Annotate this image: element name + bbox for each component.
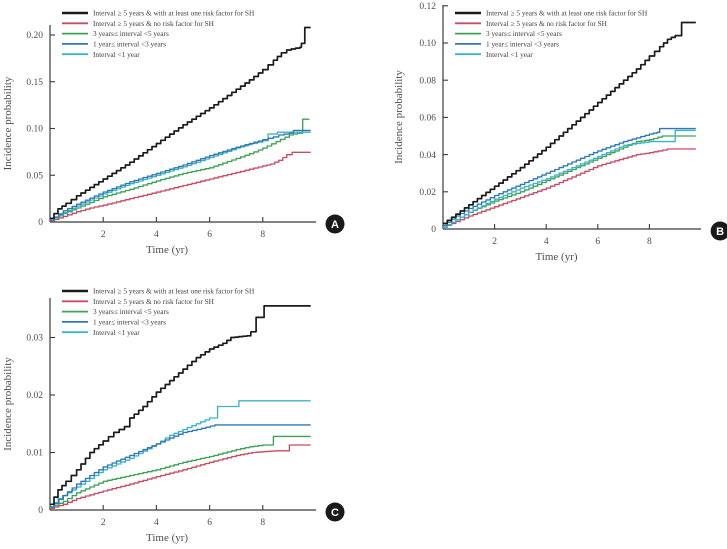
series-line-0 [50, 305, 311, 506]
legend-label-0: Interval ≥ 5 years & with at least one r… [93, 9, 255, 18]
series-line-2 [50, 118, 310, 221]
legend-label-0: Interval ≥ 5 years & with at least one r… [486, 9, 648, 18]
x-tick-label: 8 [260, 518, 265, 528]
panel-b-incidence-chart: 2 4 6 8 0 0.02 0.04 0.06 0.08 0.10 0.12 Time (yr) In… [393, 0, 727, 274]
panel-badge-label: C [331, 507, 339, 519]
chart-svg-c: 2 4 6 8 0 0.01 0.02 0.03 Time (yr) Incidence prob… [2, 287, 345, 544]
x-tick-label: 4 [154, 230, 159, 240]
panel-a-incidence-chart: 2 4 6 8 0 0.05 0.10 0.15 0.20 Time (yr) Incidence … [0, 0, 358, 274]
x-tick-label: 8 [647, 237, 652, 247]
legend-label-3: 1 year≤ interval <3 years [486, 40, 559, 49]
series-line-4 [50, 131, 311, 221]
series-line-1 [50, 444, 311, 509]
y-tick-label: 0 [38, 218, 43, 228]
series-line-3 [443, 127, 696, 226]
x-tick-label: 2 [492, 237, 497, 247]
legend: Interval ≥ 5 years & with at least one r… [62, 9, 255, 59]
legend-label-2: 3 years≤ interval <5 years [486, 29, 562, 38]
series-line-1 [50, 151, 311, 222]
x-axis-label: Time (yr) [146, 244, 188, 256]
y-axis-label: Incidence probability [2, 76, 14, 170]
panel-badge-circle [710, 221, 727, 241]
panel-c-incidence-chart: 2 4 6 8 0 0.01 0.02 0.03 Time (yr) Incidence prob… [0, 278, 358, 549]
y-tick-label: 0.15 [26, 78, 43, 88]
legend: Interval ≥ 5 years & with at least one r… [455, 9, 648, 59]
x-tick-label: 8 [260, 230, 265, 240]
panel-badge-circle [325, 502, 345, 522]
legend-label-1: Interval ≥ 5 years & no risk factor for … [486, 19, 608, 28]
series-line-0 [443, 21, 696, 225]
y-tick-label: 0.20 [26, 31, 43, 41]
legend-label-1: Interval ≥ 5 years & no risk factor for … [93, 19, 215, 28]
x-axis-label: Time (yr) [146, 532, 188, 544]
y-tick-label: 0.04 [419, 151, 436, 161]
panel-badge-circle [325, 214, 345, 234]
series-line-0 [50, 26, 311, 220]
x-tick-label: 2 [101, 518, 106, 528]
y-tick-label: 0.06 [419, 114, 436, 124]
x-tick-label: 4 [544, 237, 549, 247]
legend-label-0: Interval ≥ 5 years & with at least one r… [93, 287, 255, 296]
y-tick-label: 0.08 [419, 76, 436, 86]
x-tick-label: 6 [595, 237, 600, 247]
series-line-3 [50, 424, 311, 508]
panel-badge-label: B [716, 226, 724, 238]
legend-label-2: 3 years≤ interval <5 years [93, 29, 169, 38]
legend-label-3: 1 year≤ interval <3 years [93, 318, 166, 327]
y-tick-label: 0.02 [419, 188, 436, 198]
x-tick-label: 6 [207, 518, 212, 528]
y-tick-label: 0.10 [26, 125, 43, 135]
y-tick-label: 0 [431, 225, 436, 235]
series-line-3 [50, 129, 311, 221]
series-line-4 [443, 129, 696, 228]
series-line-1 [443, 148, 696, 228]
legend: Interval ≥ 5 years & with at least one r… [62, 287, 255, 337]
legend-label-4: Interval <1 year [93, 50, 140, 59]
y-tick-label: 0.01 [26, 449, 43, 459]
y-axis-label: Incidence probability [2, 357, 14, 451]
legend-label-4: Interval <1 year [93, 328, 140, 337]
legend-label-1: Interval ≥ 5 years & no risk factor for … [93, 297, 215, 306]
legend-label-3: 1 year≤ interval <3 years [93, 40, 166, 49]
y-axis-label: Incidence probability [393, 70, 405, 164]
y-tick-label: 0.12 [419, 2, 436, 12]
x-axis-label: Time (yr) [535, 251, 577, 263]
y-tick-label: 0 [38, 506, 43, 516]
series-line-4 [50, 400, 311, 508]
x-tick-label: 6 [207, 230, 212, 240]
panel-badge-label: A [331, 219, 339, 231]
legend-label-4: Interval <1 year [486, 50, 533, 59]
chart-svg-b: 2 4 6 8 0 0.02 0.04 0.06 0.08 0.10 0.12 Time (yr) In… [393, 2, 727, 263]
x-tick-label: 2 [101, 230, 106, 240]
legend-label-2: 3 years≤ interval <5 years [93, 307, 169, 316]
y-tick-label: 0.10 [419, 39, 436, 49]
y-tick-label: 0.02 [26, 391, 43, 401]
x-tick-label: 4 [154, 518, 159, 528]
y-tick-label: 0.03 [26, 334, 43, 344]
y-tick-label: 0.05 [26, 171, 43, 181]
chart-svg-a: 2 4 6 8 0 0.05 0.10 0.15 0.20 Time (yr) Incidence … [2, 9, 345, 256]
series-line-2 [50, 435, 311, 508]
